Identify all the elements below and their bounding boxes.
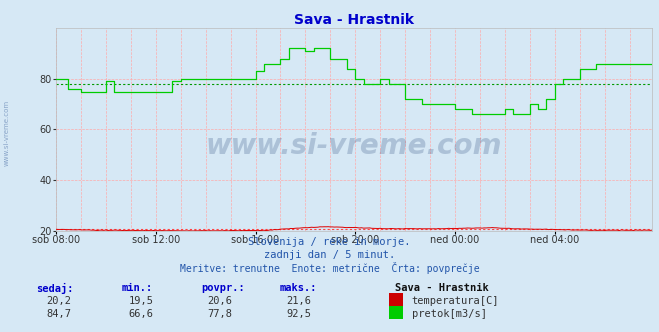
Text: zadnji dan / 5 minut.: zadnji dan / 5 minut.: [264, 250, 395, 260]
Text: 21,6: 21,6: [287, 296, 312, 306]
Text: Slovenija / reke in morje.: Slovenija / reke in morje.: [248, 237, 411, 247]
Text: 66,6: 66,6: [129, 309, 154, 319]
Title: Sava - Hrastnik: Sava - Hrastnik: [294, 13, 415, 27]
Text: sedaj:: sedaj:: [36, 283, 74, 294]
Text: Meritve: trenutne  Enote: metrične  Črta: povprečje: Meritve: trenutne Enote: metrične Črta: …: [180, 262, 479, 274]
Text: temperatura[C]: temperatura[C]: [412, 296, 500, 306]
Text: 20,6: 20,6: [208, 296, 233, 306]
Text: 77,8: 77,8: [208, 309, 233, 319]
Text: maks.:: maks.:: [280, 283, 318, 293]
Text: min.:: min.:: [122, 283, 153, 293]
Text: 92,5: 92,5: [287, 309, 312, 319]
Text: www.si-vreme.com: www.si-vreme.com: [206, 132, 502, 160]
Text: Sava - Hrastnik: Sava - Hrastnik: [395, 283, 489, 293]
Text: www.si-vreme.com: www.si-vreme.com: [3, 100, 10, 166]
Text: 20,2: 20,2: [46, 296, 71, 306]
Text: 19,5: 19,5: [129, 296, 154, 306]
Text: povpr.:: povpr.:: [201, 283, 244, 293]
Text: 84,7: 84,7: [46, 309, 71, 319]
Text: pretok[m3/s]: pretok[m3/s]: [412, 309, 487, 319]
